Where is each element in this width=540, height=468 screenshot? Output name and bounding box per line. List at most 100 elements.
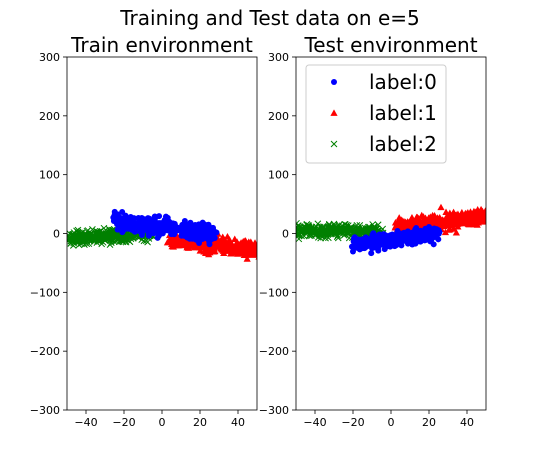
data-point: [103, 228, 111, 235]
data-point: [434, 220, 442, 227]
x-tick-label: 40: [460, 416, 474, 429]
data-point: [167, 223, 174, 230]
data-point: [481, 207, 486, 214]
data-point: [415, 214, 423, 222]
data-point: [393, 222, 402, 229]
data-point: [343, 229, 350, 236]
data-point: [122, 234, 130, 241]
data-point: [151, 217, 158, 224]
legend-marker: [331, 79, 337, 85]
y-tick-label: −200: [259, 345, 289, 358]
data-point: [255, 254, 257, 258]
data-point: [410, 218, 418, 225]
data-point: [67, 235, 74, 243]
data-point: [118, 220, 125, 227]
data-point: [99, 231, 106, 239]
x-tick-label: −20: [341, 416, 364, 429]
data-point: [182, 221, 189, 228]
y-tick-label: 100: [39, 169, 60, 182]
y-tick-label: 200: [268, 110, 289, 123]
data-point: [404, 221, 412, 228]
data-point: [351, 234, 358, 241]
data-point: [84, 227, 92, 234]
data-point: [206, 229, 213, 236]
data-point: [84, 234, 92, 242]
data-point: [475, 210, 483, 218]
y-tick-label: 300: [39, 51, 60, 64]
data-point: [156, 225, 163, 232]
data-point: [298, 224, 306, 232]
data-point: [301, 224, 309, 232]
data-point: [206, 238, 213, 245]
data-point: [198, 235, 205, 242]
data-point: [363, 235, 370, 242]
y-tick-label: −200: [30, 345, 60, 358]
train-points: [67, 208, 257, 262]
data-point: [175, 224, 182, 231]
legend-marker: [330, 140, 338, 148]
data-point: [168, 242, 176, 250]
legend-label: label:0: [369, 70, 437, 94]
data-point: [163, 227, 170, 234]
data-point: [384, 240, 391, 247]
data-point: [358, 227, 366, 235]
figure-title: Training and Test data on e=5: [119, 6, 419, 30]
x-tick-label: −20: [112, 416, 135, 429]
data-point: [184, 226, 191, 233]
data-point: [191, 224, 198, 231]
data-point: [108, 234, 115, 241]
data-point: [218, 242, 226, 249]
data-point: [119, 209, 126, 216]
data-point: [110, 234, 118, 242]
data-point: [385, 235, 392, 242]
y-tick-label: 200: [39, 110, 60, 123]
data-point: [454, 210, 462, 217]
data-point: [202, 226, 209, 233]
data-point: [325, 228, 333, 235]
train-panel-title: Train environment: [70, 33, 253, 57]
data-point: [377, 235, 384, 242]
legend-box: [305, 64, 447, 164]
data-point: [333, 228, 341, 236]
data-point: [452, 229, 460, 236]
data-point: [144, 238, 151, 246]
data-point: [296, 226, 300, 234]
data-point: [470, 207, 478, 215]
data-point: [114, 216, 121, 223]
data-point: [343, 221, 350, 229]
data-point: [124, 225, 131, 232]
data-point: [233, 238, 241, 245]
data-point: [351, 227, 359, 235]
data-point: [411, 235, 418, 242]
data-point: [441, 228, 450, 236]
data-point: [223, 247, 232, 254]
data-point: [210, 248, 218, 255]
data-point: [463, 219, 471, 226]
data-point: [396, 218, 404, 225]
data-point: [94, 232, 101, 239]
legend-marker: [330, 109, 338, 116]
data-point: [427, 216, 435, 223]
data-point: [179, 228, 186, 235]
legend-label: label:2: [369, 132, 437, 156]
data-point: [195, 231, 202, 238]
data-point: [197, 224, 204, 231]
data-point: [344, 229, 352, 236]
data-point: [349, 248, 356, 255]
data-point: [354, 224, 362, 232]
y-tick-label: 300: [268, 51, 289, 64]
x-tick-label: 0: [388, 416, 395, 429]
data-point: [375, 247, 382, 254]
data-point: [437, 203, 445, 211]
data-point: [477, 205, 485, 213]
data-point: [176, 236, 184, 243]
data-point: [348, 243, 355, 250]
data-point: [89, 233, 97, 241]
data-point: [317, 234, 324, 242]
data-point: [324, 230, 332, 238]
data-point: [128, 222, 135, 229]
data-point: [111, 211, 118, 218]
data-point: [331, 221, 338, 229]
data-point: [67, 230, 74, 237]
